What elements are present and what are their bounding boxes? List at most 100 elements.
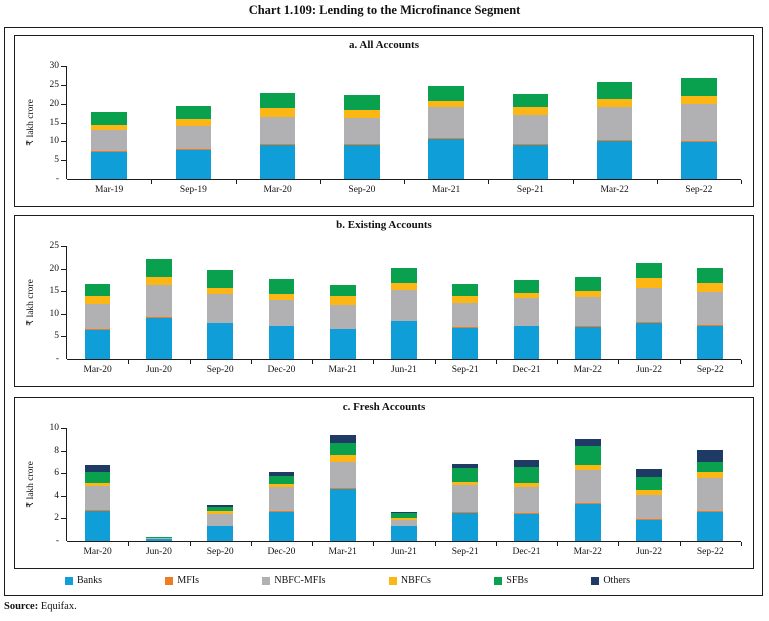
segment-Banks — [391, 321, 417, 359]
segment-Others — [697, 449, 724, 462]
segment-MFIs — [344, 144, 380, 146]
y-tick-mark — [61, 103, 66, 105]
x-tick-label: Sep-20 — [206, 365, 234, 375]
bar-Dec-21 — [513, 460, 540, 541]
segment-SFBs — [697, 461, 724, 473]
segment-NBFC-MFIs — [175, 125, 212, 150]
segment-Others — [513, 460, 540, 468]
segment-NBFCs — [512, 107, 549, 115]
segment-MFIs — [207, 525, 234, 527]
legend-item-nbfc-mfis: NBFC-MFIs — [262, 575, 326, 586]
segment-MFIs — [512, 144, 549, 146]
y-tick-mark — [61, 268, 66, 270]
y-tick-mark — [61, 336, 66, 338]
segment-Banks — [344, 145, 380, 179]
segment-SFBs — [84, 471, 111, 483]
segment-NBFCs — [452, 295, 479, 303]
plot-area — [67, 246, 741, 360]
segment-NBFCs — [428, 100, 464, 108]
legend-swatch-others — [591, 576, 600, 585]
bar-Sep-22 — [697, 267, 724, 359]
segment-NBFCs — [596, 99, 633, 108]
segment-NBFC-MFIs — [268, 487, 295, 512]
segment-MFIs — [146, 317, 172, 319]
x-tick-label: Sep-22 — [696, 365, 724, 375]
segment-NBFCs — [268, 483, 295, 488]
segment-Banks — [268, 326, 295, 359]
segment-NBFC-MFIs — [513, 487, 540, 514]
y-tick-label: 30 — [49, 61, 60, 71]
legend-swatch-mfis — [165, 576, 174, 585]
x-tick-mark — [319, 180, 321, 185]
x-axis-ticks — [67, 360, 742, 365]
segment-NBFCs — [329, 455, 356, 462]
bar-Mar-21 — [329, 434, 356, 541]
y-tick-label: 25 — [49, 241, 60, 251]
legend-label: SFBs — [506, 575, 528, 586]
segment-MFIs — [697, 510, 724, 512]
segment-Banks — [146, 538, 172, 541]
segment-Banks — [207, 526, 234, 541]
segment-Banks — [391, 526, 417, 541]
segment-NBFC-MFIs — [146, 285, 172, 318]
segment-NBFC-MFIs — [513, 298, 540, 326]
bar-slot — [251, 428, 312, 541]
segment-NBFC-MFIs — [697, 291, 724, 326]
segment-MFIs — [636, 322, 662, 324]
x-tick-label: Sep-20 — [206, 547, 234, 557]
x-tick-mark — [679, 542, 681, 547]
y-axis-line — [66, 428, 68, 541]
segment-Banks — [574, 327, 601, 359]
bar-Jun-21 — [391, 511, 417, 541]
panel-all-accounts: a. All Accounts ₹ lakh crore Mar-19 Sep-1… — [14, 35, 754, 207]
y-tick-mark — [61, 246, 66, 247]
x-tick-mark — [404, 180, 405, 185]
bar-slot — [557, 246, 618, 359]
segment-Banks — [84, 510, 111, 541]
bar-slot — [236, 66, 320, 179]
segment-MFIs — [574, 326, 601, 328]
segment-NBFC-MFIs — [84, 303, 111, 330]
bar-Jun-22 — [636, 262, 662, 359]
bar-Sep-21 — [452, 284, 479, 359]
x-tick-mark — [373, 360, 375, 365]
segment-NBFC-MFIs — [329, 304, 356, 329]
segment-NBFCs — [513, 292, 540, 299]
bar-Dec-20 — [268, 278, 295, 359]
bar-Sep-20 — [207, 270, 234, 359]
x-tick-mark — [128, 360, 130, 365]
x-tick-label: Sep-21 — [451, 547, 479, 557]
segment-SFBs — [146, 536, 172, 538]
segment-Banks — [207, 323, 234, 359]
segment-SFBs — [574, 446, 601, 466]
x-tick-mark — [373, 542, 375, 547]
segment-MFIs — [697, 325, 724, 327]
segment-NBFC-MFIs — [91, 130, 127, 152]
x-tick-label: Mar-20 — [83, 547, 112, 557]
x-tick-label: Mar-22 — [573, 365, 602, 375]
bar-Sep-22 — [697, 449, 724, 541]
x-tick-label: Jun-22 — [636, 547, 662, 557]
segment-MFIs — [636, 518, 662, 520]
x-tick-label: Mar-21 — [431, 185, 461, 195]
segment-MFIs — [91, 151, 127, 152]
y-tick-label: 5 — [54, 331, 59, 342]
x-tick-label: Mar-21 — [328, 365, 357, 375]
x-tick-label: Mar-22 — [573, 547, 602, 557]
panel-existing-accounts: b. Existing Accounts ₹ lakh crore Mar-20… — [14, 215, 754, 387]
bar-slot — [618, 246, 679, 359]
bar-slot — [251, 246, 312, 359]
source-text: Equifax. — [38, 601, 77, 612]
x-axis-labels: Mar-19 Sep-19 Mar-20 Sep-20 Mar-21 Sep-21 Mar-… — [67, 185, 741, 195]
x-tick-mark — [741, 542, 742, 547]
bar-slot — [373, 246, 434, 359]
segment-SFBs — [574, 276, 601, 291]
bar-slot — [573, 66, 657, 179]
segment-SFBs — [391, 513, 417, 518]
bar-slot — [151, 66, 235, 179]
bar-Jun-20 — [146, 536, 172, 541]
bar-Dec-20 — [268, 471, 295, 541]
x-tick-label: Mar-22 — [600, 185, 629, 195]
bar-Mar-22 — [574, 439, 601, 541]
bar-slot — [618, 428, 679, 541]
